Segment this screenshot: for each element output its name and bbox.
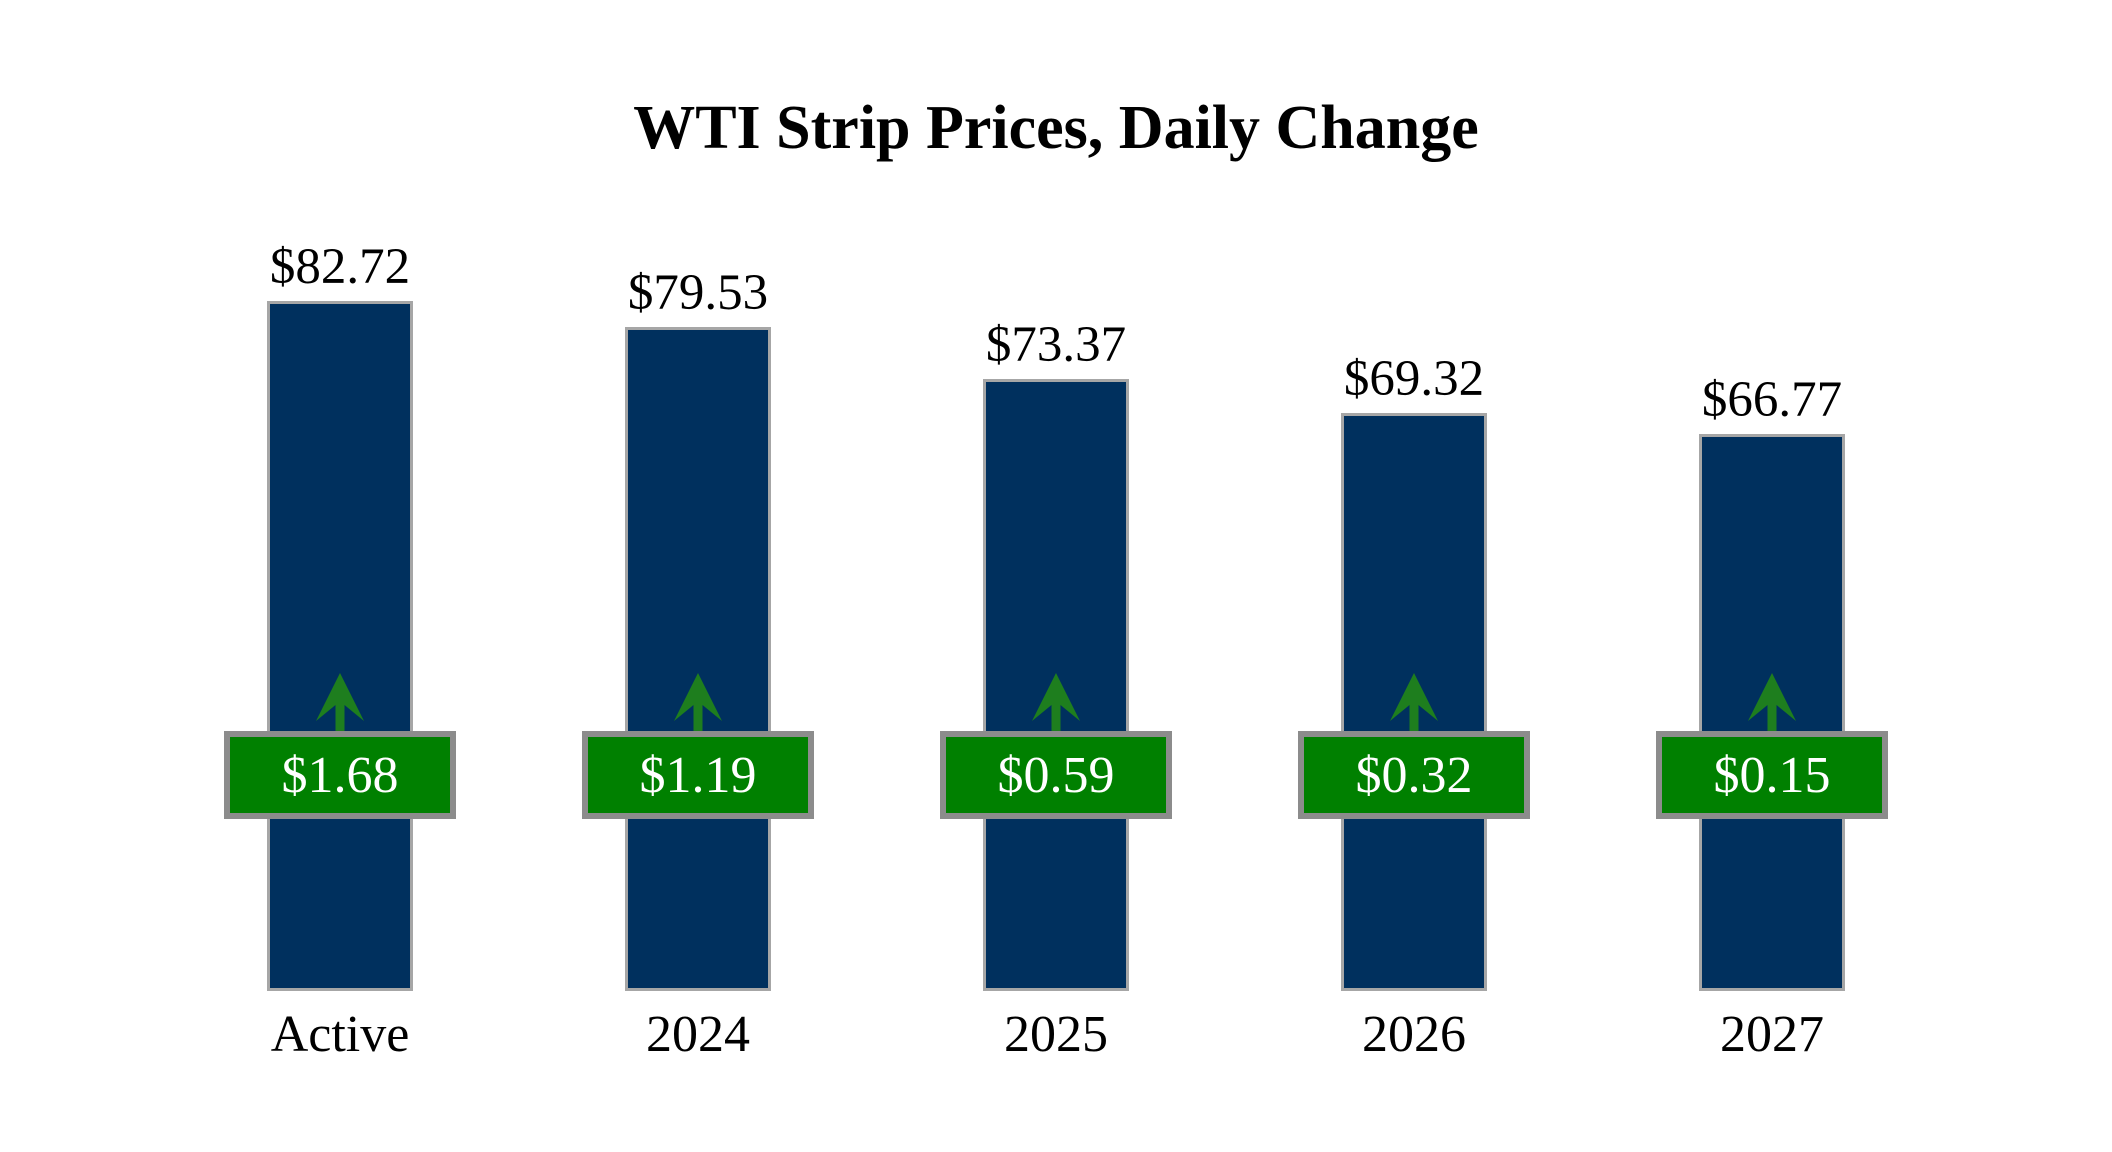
change-badge-label: $1.19 (639, 746, 757, 804)
change-badge: $1.68 (224, 731, 456, 819)
change-badge: $1.19 (582, 731, 814, 819)
category-label: 2025 (1004, 1006, 1108, 1063)
category-label: 2027 (1720, 1006, 1824, 1063)
bar-value-label: $69.32 (1343, 351, 1485, 407)
change-badge: $0.32 (1298, 731, 1530, 819)
category-label: 2024 (646, 1006, 750, 1063)
change-badge-label: $0.59 (997, 746, 1115, 804)
bar-value-label: $73.37 (985, 317, 1127, 373)
category-label: 2026 (1362, 1006, 1466, 1063)
category-label: Active (270, 1006, 410, 1063)
change-badge-label: $1.68 (281, 746, 399, 804)
bar (1341, 413, 1487, 991)
bar (625, 327, 771, 991)
change-badge-label: $0.15 (1713, 746, 1831, 804)
change-badge-label: $0.32 (1355, 746, 1473, 804)
up-arrow-icon (1748, 673, 1796, 731)
change-badge: $0.59 (940, 731, 1172, 819)
up-arrow-icon (1390, 673, 1438, 731)
change-badge: $0.15 (1656, 731, 1888, 819)
bar-value-label: $66.77 (1701, 372, 1843, 428)
bar-value-label: $82.72 (269, 239, 411, 295)
bar (267, 301, 413, 991)
up-arrow-icon (674, 673, 722, 731)
bar-value-label: $79.53 (627, 265, 769, 321)
up-arrow-icon (316, 673, 364, 731)
up-arrow-icon (1032, 673, 1080, 731)
chart-title: WTI Strip Prices, Daily Change (633, 94, 1479, 162)
